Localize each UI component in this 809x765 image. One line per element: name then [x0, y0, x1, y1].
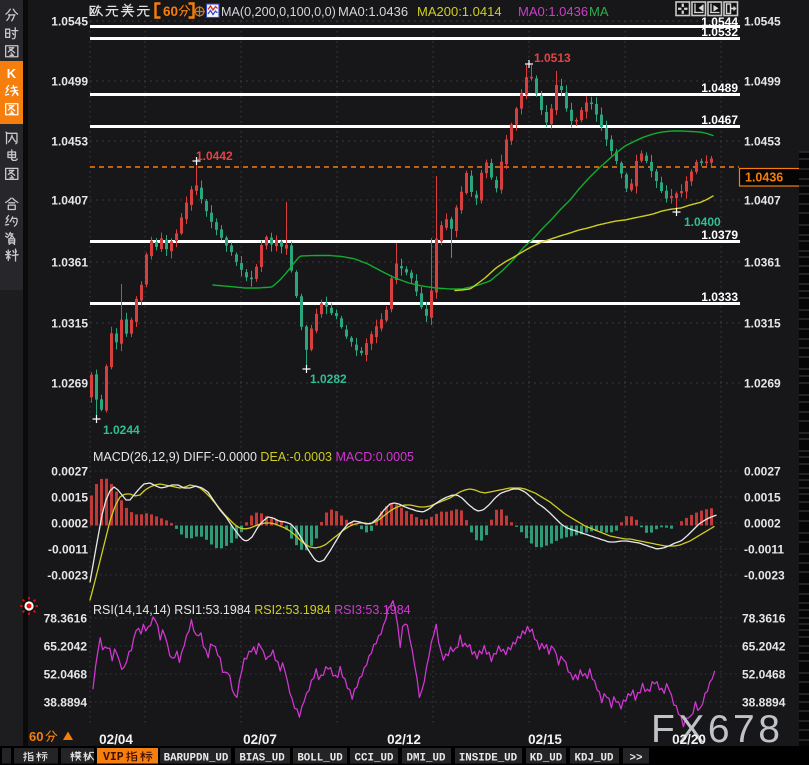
svg-text:0.0015: 0.0015	[51, 491, 88, 505]
svg-text:BIAS_UD: BIAS_UD	[239, 753, 285, 765]
svg-text:VIP: VIP	[103, 751, 124, 764]
svg-text:1.0513: 1.0513	[534, 51, 571, 65]
svg-text:1.0442: 1.0442	[196, 149, 233, 163]
svg-text:>>: >>	[630, 753, 643, 765]
svg-text:38.8894: 38.8894	[742, 696, 786, 710]
svg-text:38.8894: 38.8894	[44, 696, 88, 710]
svg-text:02/07: 02/07	[243, 732, 277, 747]
svg-text:02/15: 02/15	[528, 732, 562, 747]
svg-text:1.0407: 1.0407	[744, 194, 781, 208]
svg-text:1.0315: 1.0315	[744, 317, 781, 331]
svg-text:1.0407: 1.0407	[51, 194, 88, 208]
svg-text:1.0361: 1.0361	[744, 256, 781, 270]
svg-text:1.0499: 1.0499	[51, 75, 88, 89]
svg-text:1.0244: 1.0244	[103, 423, 140, 437]
svg-text:RSI(14,14,14) RSI1:53.1984 RSI: RSI(14,14,14) RSI1:53.1984 RSI2:53.1984 …	[93, 603, 411, 617]
svg-text:1.0400: 1.0400	[684, 215, 721, 229]
svg-text:CCI_UD: CCI_UD	[355, 753, 394, 765]
svg-text:1.0545: 1.0545	[51, 15, 88, 29]
svg-text:BOLL_UD: BOLL_UD	[297, 753, 343, 765]
svg-text:INSIDE_UD: INSIDE_UD	[459, 753, 518, 765]
svg-text:1.0489: 1.0489	[701, 81, 738, 95]
svg-text:1.0269: 1.0269	[744, 377, 781, 391]
svg-text:MA0:1.0436: MA0:1.0436	[518, 4, 588, 19]
svg-text:0.0027: 0.0027	[744, 465, 781, 479]
svg-text:60: 60	[163, 4, 178, 19]
svg-text:0.0015: 0.0015	[744, 491, 781, 505]
svg-text:1.0361: 1.0361	[51, 256, 88, 270]
svg-text:-0.0023: -0.0023	[744, 569, 785, 583]
svg-text:1.0532: 1.0532	[701, 25, 738, 39]
svg-text:-0.0011: -0.0011	[744, 543, 784, 557]
svg-text:52.0468: 52.0468	[44, 668, 88, 682]
svg-text:KDJ_UD: KDJ_UD	[575, 753, 614, 765]
svg-text:1.0379: 1.0379	[701, 228, 738, 242]
svg-text:K: K	[7, 66, 17, 81]
svg-text:1.0545: 1.0545	[744, 15, 781, 29]
svg-text:MA0:1.0436: MA0:1.0436	[338, 4, 408, 19]
svg-text:1.0453: 1.0453	[744, 135, 781, 149]
svg-text:02/12: 02/12	[387, 732, 421, 747]
svg-text:1.0499: 1.0499	[744, 75, 781, 89]
svg-text:02/04: 02/04	[99, 732, 133, 747]
svg-text:1.0436: 1.0436	[745, 171, 783, 185]
svg-text:1.0467: 1.0467	[701, 113, 738, 127]
svg-text:1.0282: 1.0282	[310, 372, 347, 386]
svg-text:MA: MA	[589, 4, 609, 19]
svg-text:65.2042: 65.2042	[44, 640, 88, 654]
svg-text:MA200:1.0414: MA200:1.0414	[417, 4, 502, 19]
svg-text:-0.0023: -0.0023	[47, 569, 88, 583]
svg-text:FX678: FX678	[651, 708, 783, 751]
svg-text:MA(0,200,0,100,0,0): MA(0,200,0,100,0,0)	[221, 5, 336, 19]
svg-text:-0.0011: -0.0011	[48, 543, 88, 557]
svg-text:KD_UD: KD_UD	[530, 753, 563, 765]
svg-text:1.0544: 1.0544	[701, 15, 738, 29]
svg-text:78.3616: 78.3616	[742, 612, 786, 626]
svg-text:0.0002: 0.0002	[51, 517, 88, 531]
svg-text:0.0002: 0.0002	[744, 517, 781, 531]
svg-text:DMI_UD: DMI_UD	[407, 753, 446, 765]
svg-text:1.0333: 1.0333	[701, 290, 738, 304]
svg-text:78.3616: 78.3616	[44, 612, 88, 626]
svg-text:MACD(26,12,9) DIFF:-0.0000 DEA: MACD(26,12,9) DIFF:-0.0000 DEA:-0.0003 M…	[93, 450, 414, 464]
svg-text:0.0027: 0.0027	[51, 465, 88, 479]
svg-text:BARUPDN_UD: BARUPDN_UD	[164, 753, 229, 765]
svg-text:1.0315: 1.0315	[51, 317, 88, 331]
svg-text:65.2042: 65.2042	[742, 640, 786, 654]
svg-text:1.0453: 1.0453	[51, 135, 88, 149]
svg-text:02/20: 02/20	[672, 732, 706, 747]
svg-text:52.0468: 52.0468	[742, 668, 786, 682]
svg-text:1.0269: 1.0269	[51, 377, 88, 391]
svg-text:60: 60	[29, 729, 43, 744]
